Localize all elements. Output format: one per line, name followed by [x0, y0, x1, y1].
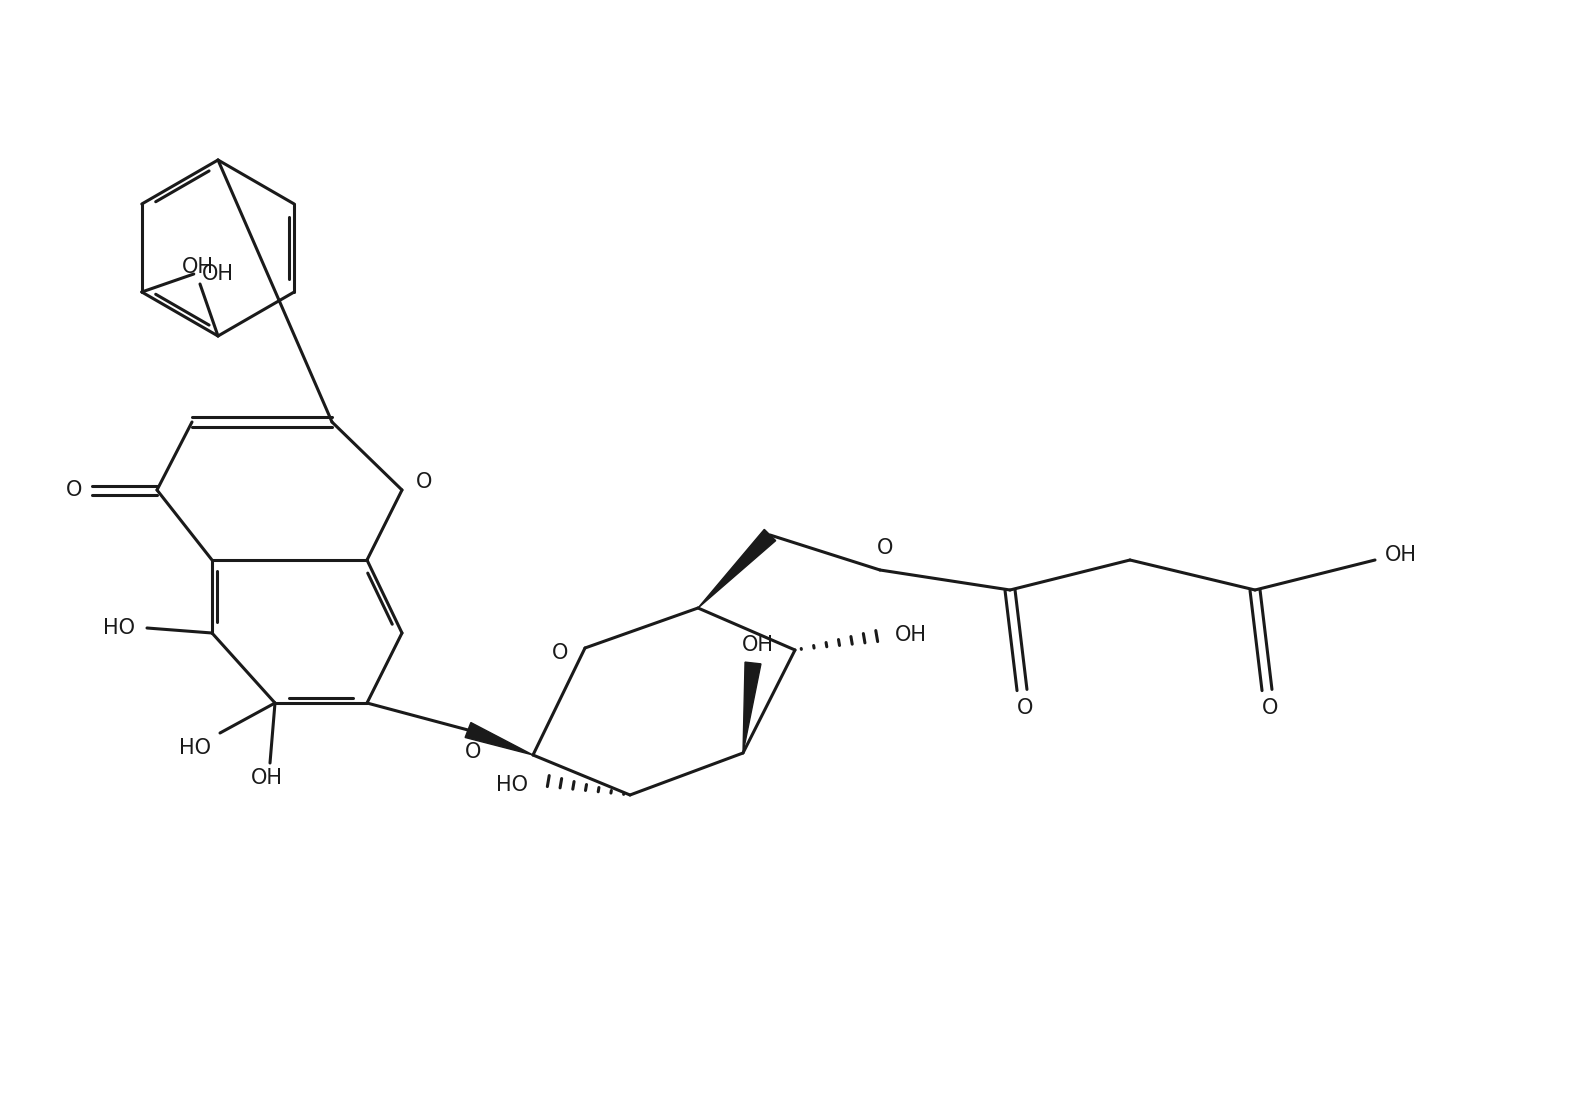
- Text: O: O: [65, 480, 83, 500]
- Polygon shape: [743, 662, 760, 753]
- Text: O: O: [465, 742, 481, 762]
- Text: OH: OH: [741, 635, 775, 655]
- Text: OH: OH: [182, 257, 214, 277]
- Text: O: O: [1017, 698, 1033, 719]
- Text: HO: HO: [179, 737, 210, 758]
- Text: O: O: [877, 538, 893, 558]
- Text: O: O: [416, 472, 432, 492]
- Text: HO: HO: [104, 618, 135, 638]
- Text: OH: OH: [250, 768, 284, 788]
- Text: O: O: [552, 643, 567, 663]
- Text: OH: OH: [202, 264, 234, 284]
- Polygon shape: [698, 529, 776, 608]
- Text: O: O: [1262, 698, 1278, 719]
- Polygon shape: [465, 723, 532, 755]
- Text: OH: OH: [1385, 545, 1417, 565]
- Text: OH: OH: [894, 625, 928, 645]
- Text: HO: HO: [496, 775, 528, 795]
